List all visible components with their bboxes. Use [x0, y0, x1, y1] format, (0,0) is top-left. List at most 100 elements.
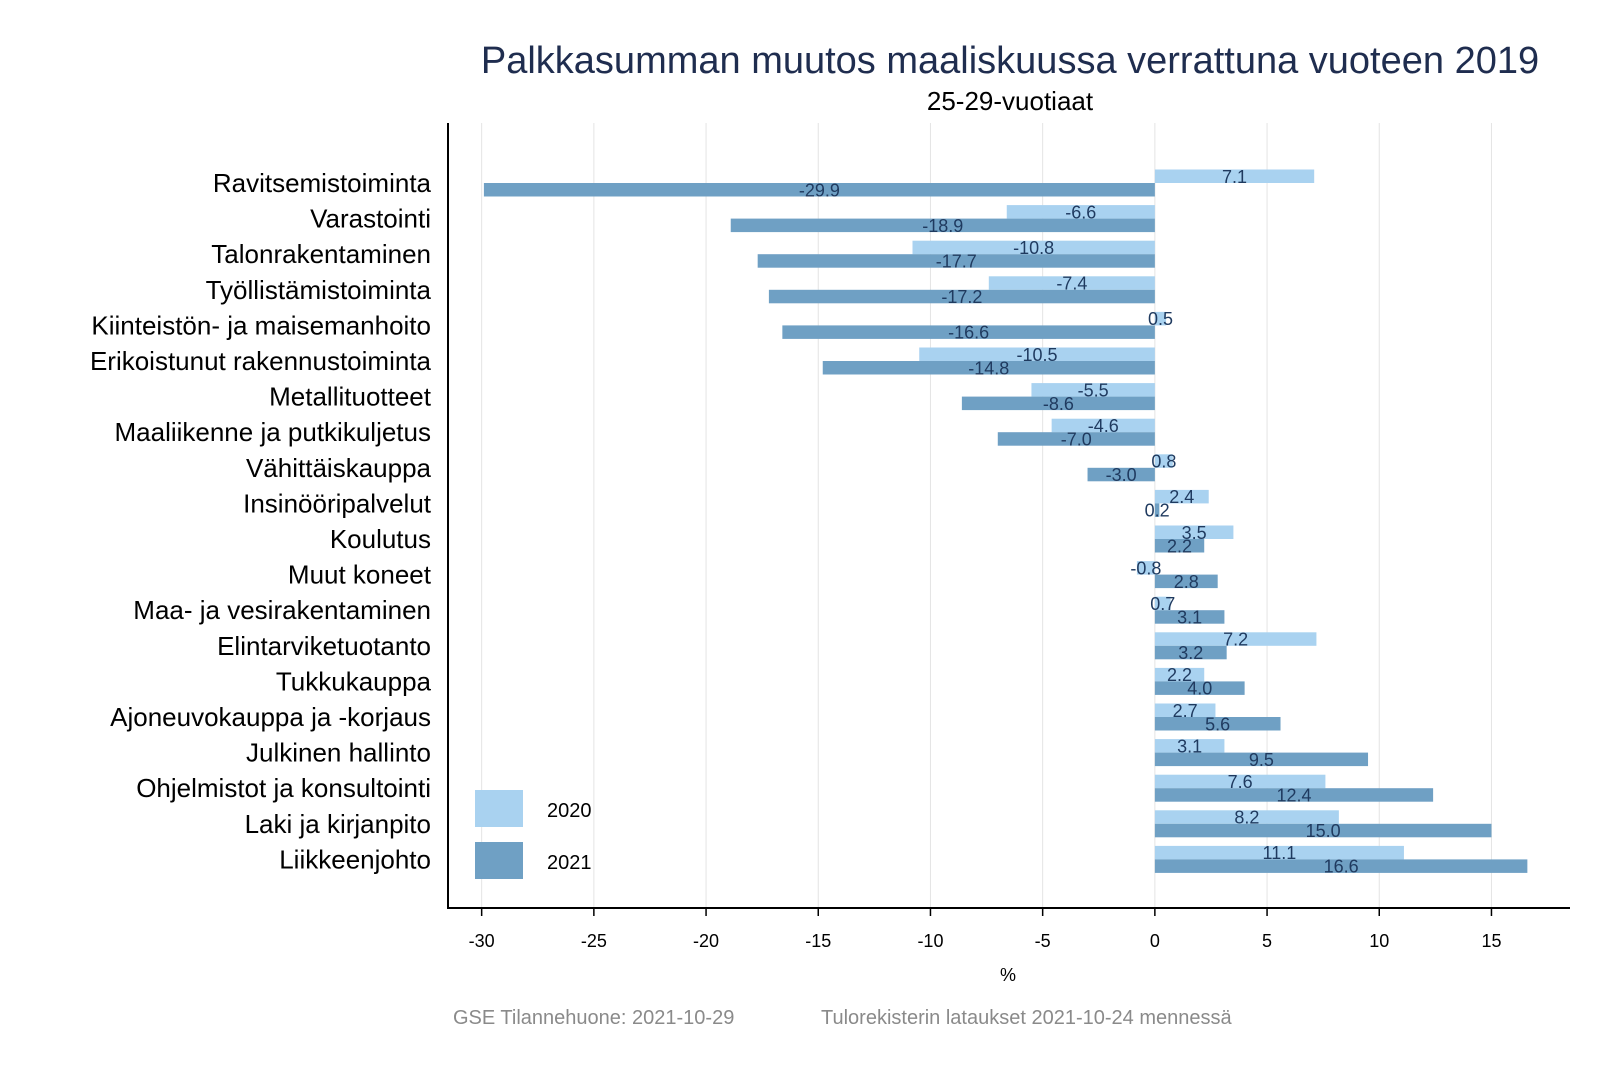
- x-tick-label: 15: [1481, 931, 1501, 951]
- chart-subtitle: 25-29-vuotiaat: [927, 86, 1094, 116]
- data-label-2021: -8.6: [1043, 394, 1074, 414]
- data-label-2020: 7.2: [1223, 630, 1248, 650]
- data-label-2020: -0.8: [1130, 558, 1161, 578]
- legend-label-2021: 2021: [547, 852, 592, 874]
- data-label-2020: -10.8: [1013, 238, 1054, 258]
- x-tick-label: 0: [1150, 931, 1160, 951]
- data-label-2020: 7.1: [1222, 167, 1247, 187]
- bar-2021-10: [1154, 539, 1205, 553]
- bar-2021-7: [997, 432, 1155, 446]
- bar-2021-19: [1154, 859, 1528, 873]
- data-label-2020: 3.1: [1177, 736, 1202, 756]
- category-label: Talonrakentaminen: [211, 239, 431, 269]
- category-label: Vähittäiskauppa: [246, 453, 432, 483]
- bar-2020-11: [1136, 561, 1155, 575]
- bar-2020-18: [1154, 810, 1339, 824]
- category-labels: Ravitsemistoiminta Varastointi Talonrakent…: [90, 168, 432, 874]
- bar-2020-14: [1154, 667, 1205, 682]
- x-tick-label: -30: [469, 931, 495, 951]
- bar-2021-12: [1154, 610, 1225, 624]
- data-label-2020: -6.6: [1065, 202, 1096, 222]
- category-label: Varastointi: [310, 204, 431, 234]
- x-tick-label: -25: [581, 931, 607, 951]
- data-label-2021: 3.2: [1178, 643, 1203, 663]
- bar-2021-6: [961, 396, 1155, 411]
- bar-2020-8: [1154, 454, 1173, 468]
- bar-2021-1: [730, 218, 1155, 233]
- bar-2020-4: [1154, 311, 1167, 326]
- bar-2021-8: [1087, 467, 1155, 482]
- category-label: Tukkukauppa: [276, 666, 432, 696]
- bar-2021-14: [1154, 681, 1245, 695]
- x-tick-label: -15: [805, 931, 831, 951]
- data-label-2020: 0.7: [1150, 594, 1175, 614]
- bar-2021-2: [757, 254, 1155, 268]
- category-label: Muut koneet: [288, 560, 432, 590]
- bar-2021-17: [1154, 788, 1434, 802]
- x-axis-ticks: -30 -25 -20 -15 -10 -5 0 5 10 15: [469, 908, 1501, 951]
- bar-2020-1: [1006, 205, 1155, 219]
- data-label-2020: 0.8: [1151, 452, 1176, 472]
- data-label-2021: 3.1: [1177, 607, 1202, 627]
- bar-2021-5: [822, 361, 1155, 375]
- data-label-2020: -10.5: [1017, 345, 1058, 365]
- data-label-2021: 2.8: [1174, 572, 1199, 592]
- data-label-2021: 5.6: [1205, 714, 1230, 734]
- bar-2020-13: [1154, 632, 1317, 646]
- data-label-2021: 12.4: [1276, 785, 1311, 805]
- category-label: Erikoistunut rakennustoiminta: [90, 346, 432, 376]
- x-tick-label: -20: [693, 931, 719, 951]
- data-label-2021: -16.6: [948, 323, 989, 343]
- data-label-2021: 4.0: [1187, 679, 1212, 699]
- data-label-2020: 2.2: [1167, 665, 1192, 685]
- category-label: Laki ja kirjanpito: [245, 809, 431, 839]
- data-label-2020: 3.5: [1182, 523, 1207, 543]
- data-label-2020: 2.7: [1173, 701, 1198, 721]
- chart-title: Palkkasumman muutos maaliskuussa verratt…: [481, 40, 1539, 82]
- data-label-2021: -14.8: [968, 358, 1009, 378]
- bar-2020-19: [1154, 845, 1404, 860]
- data-label-2020: 7.6: [1228, 772, 1253, 792]
- category-label: Koulutus: [330, 524, 431, 554]
- bar-2020-6: [1031, 383, 1155, 397]
- category-label: Ohjelmistot ja konsultointi: [136, 773, 431, 803]
- category-label: Ajoneuvokauppa ja -korjaus: [110, 702, 431, 732]
- data-label-2021: -17.2: [941, 287, 982, 307]
- data-labels: 7.1 -29.9 -6.6 -18.9 -10.8 -17.7 -7.4 -17.2 0.5 -…: [799, 167, 1359, 877]
- data-label-2020: -5.5: [1078, 380, 1109, 400]
- bar-2020-10: [1154, 525, 1234, 539]
- data-label-2021: 15.0: [1306, 821, 1341, 841]
- bar-2020-17: [1154, 774, 1326, 789]
- data-label-2020: -7.4: [1056, 274, 1087, 294]
- category-label: Liikkeenjohto: [279, 844, 431, 874]
- category-label: Maaliikenne ja putkikuljetus: [114, 417, 431, 447]
- x-axis-label: %: [1000, 965, 1016, 985]
- category-label: Kiinteistön- ja maisemanhoito: [91, 310, 431, 340]
- legend-swatch-2020: [475, 790, 523, 827]
- bars: [483, 169, 1528, 873]
- bar-2020-9: [1154, 489, 1209, 504]
- bar-2021-18: [1154, 823, 1492, 838]
- category-label: Työllistämistoiminta: [206, 275, 432, 305]
- footer-data-date: Tulorekisterin lataukset 2021-10-24 menn…: [821, 1007, 1232, 1029]
- data-label-2021: -29.9: [799, 180, 840, 200]
- data-label-2021: -3.0: [1106, 465, 1137, 485]
- data-label-2020: 8.2: [1234, 808, 1259, 828]
- bar-2020-0: [1154, 169, 1315, 183]
- bar-2020-3: [988, 276, 1155, 290]
- bar-2021-11: [1154, 574, 1218, 589]
- legend-swatch-2021: [475, 842, 523, 879]
- category-label: Metallituotteet: [269, 382, 432, 412]
- x-tick-label: -10: [917, 931, 943, 951]
- category-label: Ravitsemistoiminta: [213, 168, 432, 198]
- data-label-2020: 11.1: [1263, 843, 1297, 863]
- bar-2021-13: [1154, 645, 1227, 660]
- bar-2021-16: [1154, 752, 1369, 767]
- bar-2020-7: [1051, 418, 1155, 433]
- x-tick-label: -5: [1035, 931, 1051, 951]
- data-label-2021: 9.5: [1249, 750, 1274, 770]
- category-label: Elintarviketuotanto: [217, 631, 431, 661]
- data-label-2021: 0.2: [1145, 501, 1170, 521]
- bar-2020-16: [1154, 739, 1225, 753]
